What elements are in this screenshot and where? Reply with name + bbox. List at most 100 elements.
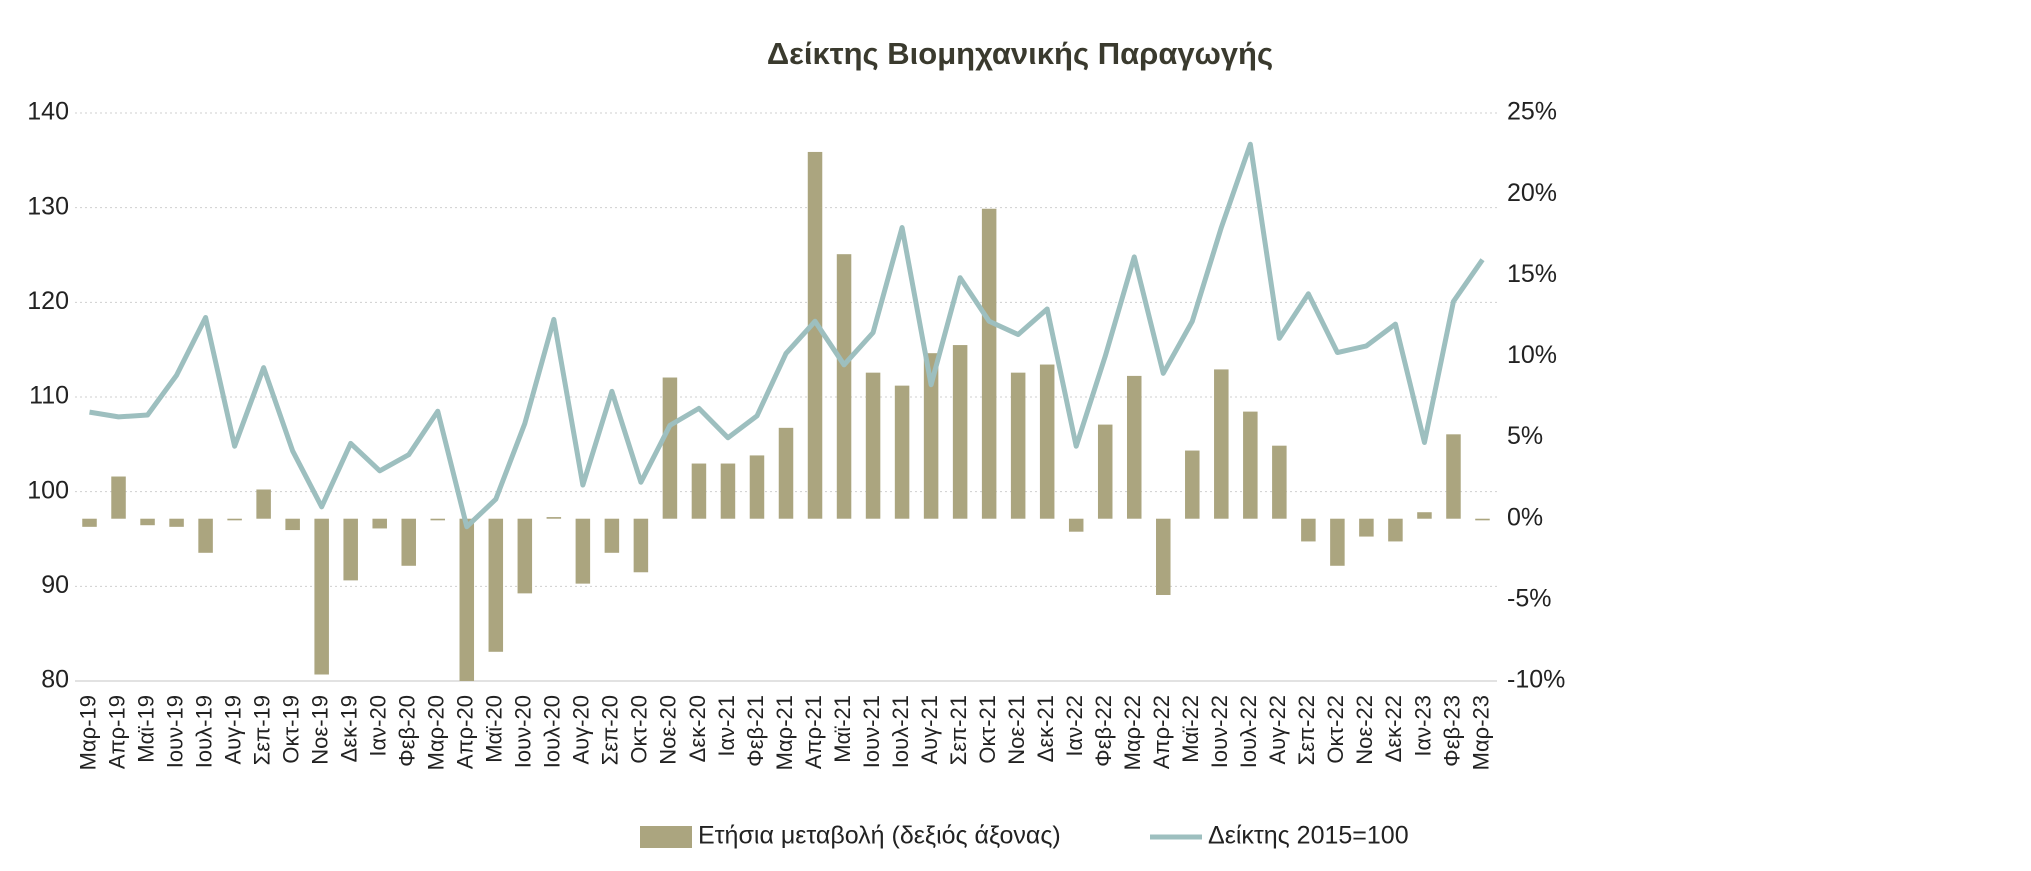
bar <box>1330 518 1345 566</box>
bar <box>836 254 852 519</box>
bar <box>1126 375 1142 519</box>
legend-swatch <box>640 826 692 848</box>
bar <box>749 455 765 519</box>
bar <box>343 518 358 581</box>
x-tick-label: Απρ-22 <box>1149 695 1174 769</box>
x-tick-label: Ιαν-23 <box>1410 695 1435 757</box>
bar <box>169 518 184 527</box>
bar <box>952 345 968 519</box>
y-tick-label: 80 <box>41 666 69 694</box>
x-tick-label: Μαϊ-21 <box>830 695 855 763</box>
bar <box>1272 445 1287 519</box>
bar <box>720 463 736 519</box>
bar <box>1185 450 1200 519</box>
x-tick-label: Μαϊ-22 <box>1178 695 1203 763</box>
y2-tick-label: 20% <box>1507 179 1557 207</box>
bar <box>1243 411 1258 519</box>
x-tick-label: Νοε-19 <box>307 695 332 765</box>
bar <box>691 463 707 519</box>
x-tick-label: Ιουν-20 <box>511 695 536 768</box>
x-tick-label: Ιαν-22 <box>1062 695 1087 757</box>
x-tick-label: Ιουν-19 <box>162 695 187 768</box>
bar <box>285 518 300 531</box>
bar <box>372 518 387 529</box>
y2-tick-label: 25% <box>1507 98 1557 126</box>
x-tick-label: Μαρ-23 <box>1468 695 1493 770</box>
x-tick-label: Μαϊ-20 <box>482 695 507 763</box>
bar <box>865 372 881 519</box>
bar <box>1446 434 1461 519</box>
y2-tick-label: 5% <box>1507 422 1543 450</box>
x-tick-label: Δεκ-19 <box>337 695 362 762</box>
bar <box>778 427 794 519</box>
bar <box>488 518 504 652</box>
x-tick-label: Φεβ-20 <box>395 695 420 767</box>
x-tick-label: Δεκ-21 <box>1033 695 1058 762</box>
legend-label: Ετήσια μεταβολή (δεξιός άξονας) <box>698 822 1061 850</box>
bar <box>1214 369 1229 519</box>
bar <box>923 353 939 519</box>
x-tick-label: Ιαν-20 <box>366 695 391 757</box>
x-tick-label: Σεπ-22 <box>1294 695 1319 765</box>
x-tick-label: Απρ-20 <box>453 695 478 769</box>
x-tick-label: Μαρ-21 <box>772 695 797 770</box>
bar <box>227 518 242 521</box>
x-tick-label: Οκτ-19 <box>278 695 303 764</box>
y2-tick-label: 15% <box>1507 260 1557 288</box>
bar <box>1068 518 1084 532</box>
y-tick-label: 110 <box>29 382 69 410</box>
x-tick-label: Μαρ-20 <box>424 695 449 770</box>
bar <box>82 518 97 527</box>
bar <box>546 517 562 519</box>
bar <box>1359 518 1374 537</box>
x-tick-label: Ιαν-21 <box>714 695 739 757</box>
bar <box>1475 518 1490 521</box>
x-tick-label: Οκτ-21 <box>975 695 1000 764</box>
x-tick-label: Οκτ-20 <box>627 695 652 764</box>
bar <box>604 518 620 553</box>
y-tick-label: 140 <box>27 98 69 126</box>
bar <box>662 377 678 519</box>
x-tick-label: Αυγ-22 <box>1265 695 1290 765</box>
bar <box>981 208 997 519</box>
bar <box>140 518 155 526</box>
bar <box>1010 372 1026 519</box>
bar <box>807 151 823 519</box>
y-tick-label: 120 <box>27 287 69 315</box>
bar <box>1388 518 1403 542</box>
bar <box>1417 512 1432 519</box>
x-tick-label: Σεπ-19 <box>249 695 274 765</box>
x-tick-label: Νοε-21 <box>1004 695 1029 765</box>
x-tick-label: Ιουν-21 <box>859 695 884 768</box>
x-tick-label: Ιουν-22 <box>1207 695 1232 768</box>
bar <box>430 518 446 521</box>
y2-tick-label: -10% <box>1507 666 1565 694</box>
x-tick-label: Οκτ-22 <box>1323 695 1348 764</box>
x-tick-label: Αυγ-19 <box>220 695 245 765</box>
x-tick-label: Νοε-20 <box>656 695 681 765</box>
y2-tick-label: 10% <box>1507 341 1557 369</box>
x-tick-label: Φεβ-23 <box>1439 695 1464 767</box>
chart-title: Δείκτης Βιομηχανικής Παραγωγής <box>767 36 1273 71</box>
x-tick-label: Φεβ-21 <box>743 695 768 767</box>
bar <box>575 518 591 584</box>
line <box>89 141 1485 530</box>
y-tick-label: 130 <box>27 192 69 220</box>
x-tick-label: Σεπ-20 <box>598 695 623 765</box>
bar <box>256 489 271 519</box>
bar <box>517 518 533 594</box>
bar <box>1039 364 1055 519</box>
x-tick-label: Δεκ-22 <box>1381 695 1406 762</box>
bar <box>1097 424 1113 519</box>
bar <box>401 518 416 566</box>
x-tick-label: Απρ-21 <box>801 695 826 769</box>
x-tick-label: Αυγ-20 <box>569 695 594 765</box>
bar <box>459 518 475 681</box>
x-tick-label: Ιουλ-20 <box>540 695 565 768</box>
x-tick-label: Φεβ-22 <box>1091 695 1116 767</box>
y2-tick-label: 0% <box>1507 503 1543 531</box>
bar <box>1301 518 1316 542</box>
x-tick-label: Νοε-22 <box>1352 695 1377 765</box>
bar <box>111 476 126 519</box>
